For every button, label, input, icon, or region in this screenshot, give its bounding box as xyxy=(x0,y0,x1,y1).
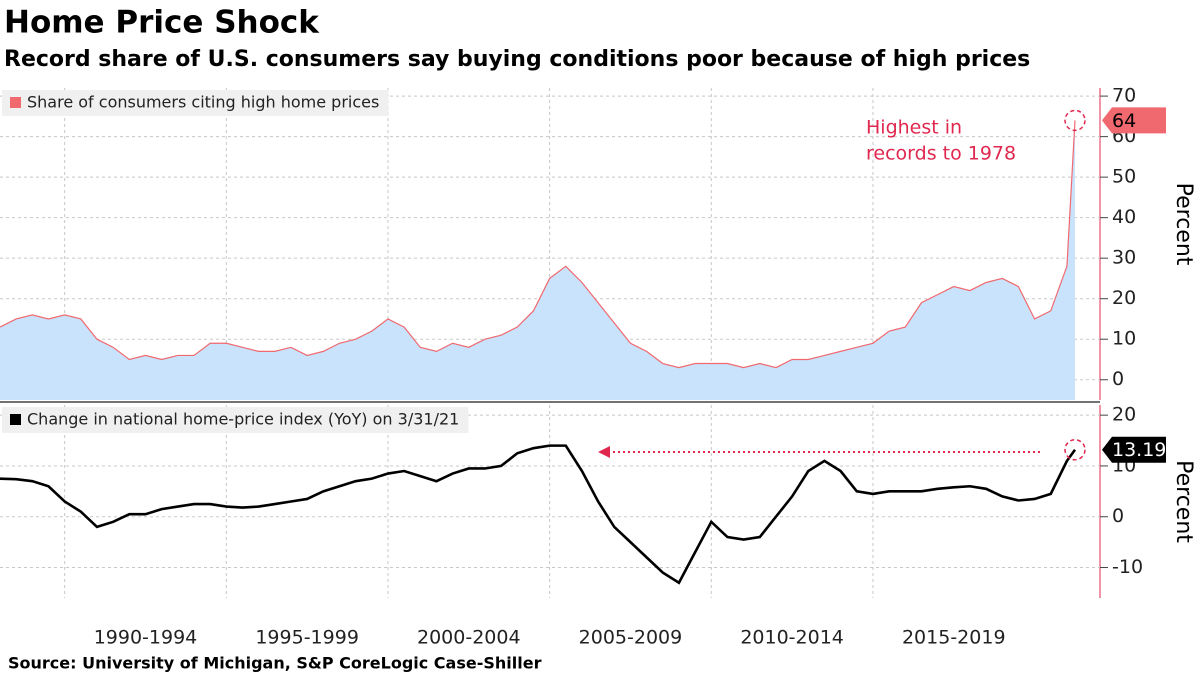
area xyxy=(0,120,1075,400)
legend-swatch xyxy=(10,97,21,108)
y-axis-label: Percent xyxy=(1171,183,1196,266)
x-tick-label: 2005-2009 xyxy=(579,627,683,649)
x-tick-label: 1990-1994 xyxy=(94,627,198,649)
value-tag xyxy=(1102,107,1166,134)
line xyxy=(0,120,1076,369)
x-tick-label: 2010-2014 xyxy=(740,627,844,649)
x-tick-label: 2015-2019 xyxy=(902,627,1006,649)
value-label: 13.19 xyxy=(1112,439,1166,461)
annotation: Highest in xyxy=(866,117,962,139)
source: Source: University of Michigan, S&P Core… xyxy=(8,654,542,673)
x-tick-label: 2000-2004 xyxy=(417,627,521,649)
legend-box xyxy=(2,90,389,116)
highlight-circle xyxy=(1064,438,1086,461)
y-tick-label: 30 xyxy=(1112,247,1136,269)
legend-swatch xyxy=(10,414,21,425)
legend-label: Share of consumers citing high home pric… xyxy=(27,93,379,112)
y-tick-label: 0 xyxy=(1112,368,1124,390)
chart-subtitle: Record share of U.S. consumers say buyin… xyxy=(4,47,1030,72)
y-tick-label: 0 xyxy=(1112,505,1124,527)
arrow-head xyxy=(598,446,610,458)
legend-label: Change in national home-price index (YoY… xyxy=(27,410,459,429)
x-tick-label: 1995-1999 xyxy=(255,627,359,649)
y-axis-label: Percent xyxy=(1171,460,1196,543)
annotation: records to 1978 xyxy=(866,143,1016,165)
y-tick-label: 70 xyxy=(1112,85,1136,107)
line xyxy=(0,444,1077,585)
y-tick-label: 10 xyxy=(1112,328,1136,350)
y-tick-label: 20 xyxy=(1112,404,1136,426)
highlight-circle xyxy=(1064,109,1086,132)
chart-title: Home Price Shock xyxy=(4,5,320,41)
y-tick-label: 50 xyxy=(1112,166,1136,188)
value-tag xyxy=(1102,436,1166,463)
y-tick-label: -10 xyxy=(1112,556,1143,578)
legend-box xyxy=(2,407,469,433)
y-tick-label: 40 xyxy=(1112,206,1136,228)
value-label: 64 xyxy=(1112,110,1136,132)
y-tick-label: 20 xyxy=(1112,287,1136,309)
